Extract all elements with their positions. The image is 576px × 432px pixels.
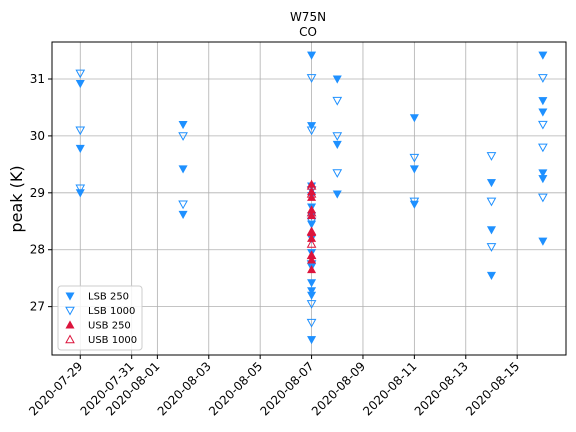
data-point bbox=[307, 210, 317, 220]
data-point bbox=[486, 271, 496, 280]
data-point bbox=[307, 291, 317, 300]
x-tick-label: 2020-08-07 bbox=[257, 359, 316, 418]
legend-label: LSB 250 bbox=[88, 292, 129, 303]
tick-layer: 2020-07-292020-07-312020-08-012020-08-03… bbox=[26, 72, 522, 418]
data-point bbox=[409, 153, 420, 163]
data-point bbox=[538, 169, 548, 178]
data-point bbox=[486, 152, 497, 161]
data-point bbox=[486, 226, 496, 235]
data-point bbox=[307, 255, 317, 264]
legend-box bbox=[57, 285, 143, 351]
y-axis-label: peak (K) bbox=[7, 165, 26, 232]
data-point bbox=[306, 74, 317, 83]
x-tick-label: 2020-08-11 bbox=[360, 359, 419, 418]
data-point bbox=[178, 121, 188, 130]
data-point bbox=[538, 74, 548, 83]
data-point bbox=[332, 132, 343, 141]
data-point bbox=[409, 165, 419, 174]
data-point bbox=[409, 114, 419, 123]
legend-marker bbox=[65, 306, 75, 316]
data-point bbox=[538, 108, 548, 117]
data-point bbox=[307, 233, 317, 242]
legend-label: USB 250 bbox=[88, 321, 131, 332]
data-point bbox=[307, 265, 317, 274]
data-point bbox=[306, 188, 317, 198]
data-point bbox=[178, 210, 188, 220]
data-point bbox=[75, 144, 85, 154]
data-point bbox=[307, 122, 317, 131]
legend-marker bbox=[65, 334, 75, 344]
data-point bbox=[75, 184, 86, 194]
y-tick-label: 27 bbox=[30, 300, 45, 314]
data-point bbox=[538, 120, 548, 130]
data-point bbox=[75, 126, 86, 136]
y-tick-label: 31 bbox=[30, 72, 45, 86]
chart-subtitle: CO bbox=[299, 25, 317, 39]
data-point bbox=[538, 193, 548, 203]
data-point bbox=[306, 318, 317, 328]
data-point bbox=[538, 51, 548, 60]
data-point bbox=[307, 287, 317, 296]
data-point bbox=[306, 207, 317, 217]
x-tick-label: 2020-08-13 bbox=[412, 359, 471, 418]
data-point bbox=[538, 143, 548, 153]
data-point bbox=[307, 279, 317, 288]
data-point bbox=[409, 197, 420, 207]
data-point bbox=[306, 250, 317, 260]
y-tick-label: 30 bbox=[30, 129, 45, 143]
data-point bbox=[75, 69, 86, 79]
data-point bbox=[178, 132, 188, 141]
y-tick-label: 28 bbox=[30, 243, 45, 257]
legend-marker bbox=[65, 320, 75, 329]
data-point bbox=[332, 96, 343, 106]
data-point bbox=[538, 237, 548, 246]
legend-label: USB 1000 bbox=[88, 335, 137, 346]
legend-label: LSB 1000 bbox=[88, 306, 135, 317]
chart-title: W75N bbox=[290, 10, 326, 24]
data-point bbox=[486, 243, 497, 252]
x-tick-label: 2020-08-09 bbox=[309, 359, 368, 418]
data-point bbox=[332, 190, 342, 199]
plot-frame bbox=[51, 41, 567, 356]
x-tick-label: 2020-08-03 bbox=[155, 359, 214, 418]
data-point bbox=[306, 126, 317, 136]
data-point bbox=[178, 200, 188, 210]
data-point bbox=[178, 165, 188, 174]
data-point bbox=[332, 75, 342, 84]
data-point bbox=[306, 226, 317, 236]
data-point bbox=[486, 179, 496, 188]
data-point bbox=[486, 197, 497, 207]
data-point bbox=[538, 97, 548, 106]
legend-marker bbox=[65, 292, 75, 301]
data-point bbox=[307, 336, 317, 345]
x-tick-label: 2020-08-15 bbox=[463, 359, 522, 418]
series-usb-1000 bbox=[306, 180, 317, 260]
data-point bbox=[332, 140, 342, 150]
x-tick-label: 2020-07-29 bbox=[26, 359, 85, 418]
y-tick-label: 29 bbox=[30, 186, 45, 200]
data-point bbox=[306, 300, 317, 309]
data-point bbox=[538, 175, 548, 184]
data-point bbox=[306, 238, 317, 248]
data-point bbox=[332, 169, 343, 178]
marker-layer bbox=[75, 51, 548, 345]
x-tick-label: 2020-08-05 bbox=[206, 359, 265, 418]
data-point bbox=[307, 51, 317, 60]
legend: LSB 250 LSB 1000 USB 250 USB 1000 bbox=[57, 285, 143, 351]
data-point bbox=[75, 80, 85, 89]
